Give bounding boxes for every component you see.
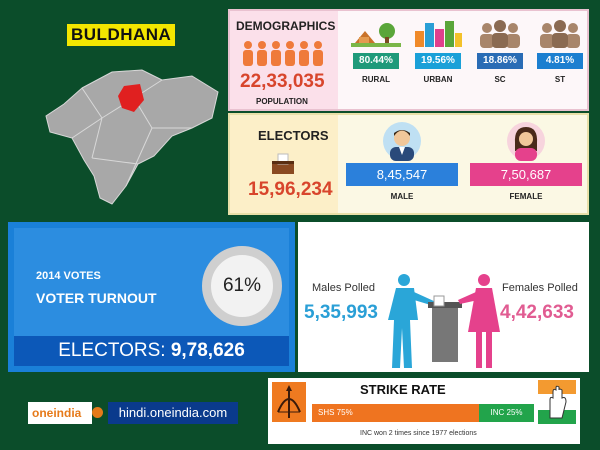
- group-icon: [540, 20, 580, 48]
- oneindia-logo[interactable]: oneindia hindi.oneindia.com: [28, 402, 238, 424]
- electors-male: 8,45,547 MALE: [346, 121, 458, 201]
- st-label: ST: [554, 75, 566, 84]
- rural-label: RURAL: [362, 75, 390, 84]
- demo-rural: 80.44% RURAL: [346, 19, 406, 103]
- turnout-year: 2014 VOTES: [36, 270, 101, 282]
- population-value: 22,33,035: [240, 71, 325, 92]
- shs-bar: SHS 75%: [312, 404, 479, 422]
- city-icon: [415, 21, 462, 47]
- voters-illustration-icon: [388, 274, 500, 368]
- district-highlight: [118, 84, 144, 112]
- maharashtra-map: [45, 69, 219, 205]
- logo-brand-text: oneindia: [32, 406, 82, 420]
- inc-bar: INC 25%: [478, 404, 534, 422]
- turnout-electors-label: ELECTORS:: [58, 340, 166, 361]
- turnout-inner: 2014 VOTES VOTER TURNOUT 61% ELECTORS: 9…: [14, 228, 289, 366]
- demo-st: 4.81% ST: [530, 19, 590, 103]
- st-percent: 4.81%: [537, 53, 583, 69]
- urban-percent: 19.56%: [415, 53, 461, 69]
- group-icon: [480, 20, 520, 48]
- electors-female: 7,50,687 FEMALE: [470, 121, 582, 201]
- female-avatar-icon: [507, 122, 545, 161]
- male-electors-value: 8,45,547: [346, 163, 458, 186]
- ballot-box-icon: [272, 153, 294, 174]
- demographics-title: DEMOGRAPHICS: [236, 19, 336, 33]
- urban-label: URBAN: [423, 75, 453, 84]
- turnout-percent: 61%: [202, 246, 282, 326]
- district-title: BULDHANA: [67, 24, 176, 46]
- females-polled-label: Females Polled: [502, 282, 578, 294]
- electors-total: 15,96,234: [248, 179, 333, 200]
- logo-site-link[interactable]: hindi.oneindia.com: [108, 402, 238, 424]
- turnout-electors: ELECTORS: 9,78,626: [14, 336, 289, 366]
- male-avatar-icon: [383, 122, 421, 161]
- electors-summary: ELECTORS 15,96,234: [230, 115, 338, 213]
- female-electors-value: 7,50,687: [470, 163, 582, 186]
- strike-rate-title: STRIKE RATE: [360, 382, 446, 397]
- electors-title: ELECTORS: [258, 128, 329, 143]
- sc-percent: 18.86%: [477, 53, 523, 69]
- males-polled-label: Males Polled: [312, 282, 375, 294]
- turnout-title: VOTER TURNOUT: [36, 290, 157, 306]
- demographics-summary: DEMOGRAPHICS 22,33,035 POPULATION: [230, 11, 338, 109]
- logo-dot-icon: [92, 407, 103, 418]
- demo-sc: 18.86% SC: [470, 19, 530, 103]
- rural-percent: 80.44%: [353, 53, 399, 69]
- strike-rate-note: INC won 2 times since 1977 elections: [360, 430, 477, 437]
- sc-label: SC: [494, 75, 506, 84]
- population-icon: [243, 41, 323, 66]
- polled-panel: Males Polled 5,35,993 Females Polled 4,4…: [298, 222, 589, 372]
- demo-urban: 19.56% URBAN: [408, 19, 468, 103]
- electors-card: ELECTORS 15,96,234 8,45,547 MALE 7,50,68…: [228, 113, 589, 215]
- logo-brand: oneindia: [28, 402, 92, 424]
- congress-hand-icon: [538, 380, 576, 424]
- male-label: MALE: [390, 192, 414, 201]
- shivsena-bow-arrow-icon: [272, 382, 306, 422]
- turnout-electors-value: 9,78,626: [170, 340, 245, 361]
- female-label: FEMALE: [509, 192, 543, 201]
- strike-rate-panel: STRIKE RATE SHS 75% INC 25% INC won 2 ti…: [268, 378, 580, 444]
- strike-rate-bar: SHS 75% INC 25%: [312, 404, 534, 422]
- population-label: POPULATION: [256, 97, 308, 106]
- demographics-card: DEMOGRAPHICS 22,33,035 POPULATION 80.44%…: [228, 9, 589, 111]
- males-polled-value: 5,35,993: [304, 302, 378, 323]
- village-icon: [351, 23, 401, 47]
- turnout-panel: 2014 VOTES VOTER TURNOUT 61% ELECTORS: 9…: [8, 222, 295, 372]
- females-polled-value: 4,42,633: [500, 302, 574, 323]
